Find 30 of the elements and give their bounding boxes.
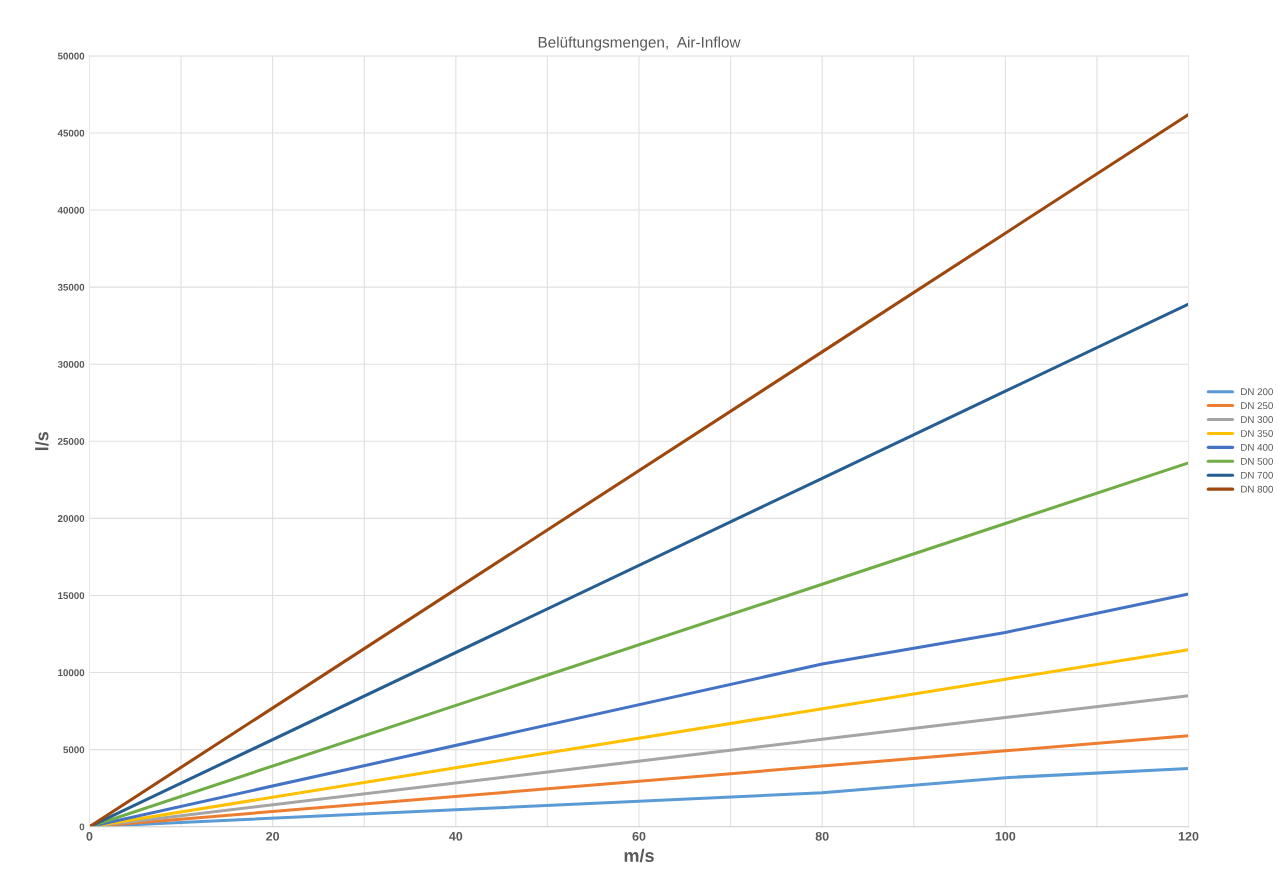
legend-label: DN 800 [1241,485,1273,493]
y-tick-label: 15000 [58,592,85,600]
y-tick-label: 10000 [58,669,85,677]
x-tick-label: 40 [449,831,463,841]
legend-label: DN 300 [1241,416,1273,424]
line-series [89,112,1189,827]
x-tick-label: 100 [995,831,1016,841]
x-tick-label: 20 [266,831,280,841]
legend-label: DN 250 [1241,402,1273,410]
legend-label: DN 400 [1241,443,1273,451]
legend-label: DN 500 [1241,457,1273,465]
y-tick-label: 40000 [57,206,85,214]
x-tick-label: 60 [632,831,646,841]
y-tick-label: 0 [79,823,85,831]
legend-label: DN 700 [1241,471,1273,479]
y-tick-label: 25000 [57,438,85,445]
x-tick-label: 120 [1178,831,1199,841]
y-tick-label: 30000 [57,360,85,368]
x-axis-title: m/s [624,848,654,863]
chart-title: Belüftungsmengen, Air-Inflow [538,36,741,51]
legend-label: DN 200 [1241,388,1273,396]
legend-label: DN 350 [1241,430,1273,437]
x-tick-label: 80 [815,831,829,841]
y-tick-label: 5000 [63,746,85,754]
y-tick-label: 45000 [57,129,85,137]
y-tick-label: 35000 [57,283,85,291]
y-axis-title: l/s [35,431,49,451]
y-tick-label: 20000 [57,515,85,522]
y-tick-label: 50000 [57,52,85,60]
x-tick-label: 0 [86,831,93,841]
